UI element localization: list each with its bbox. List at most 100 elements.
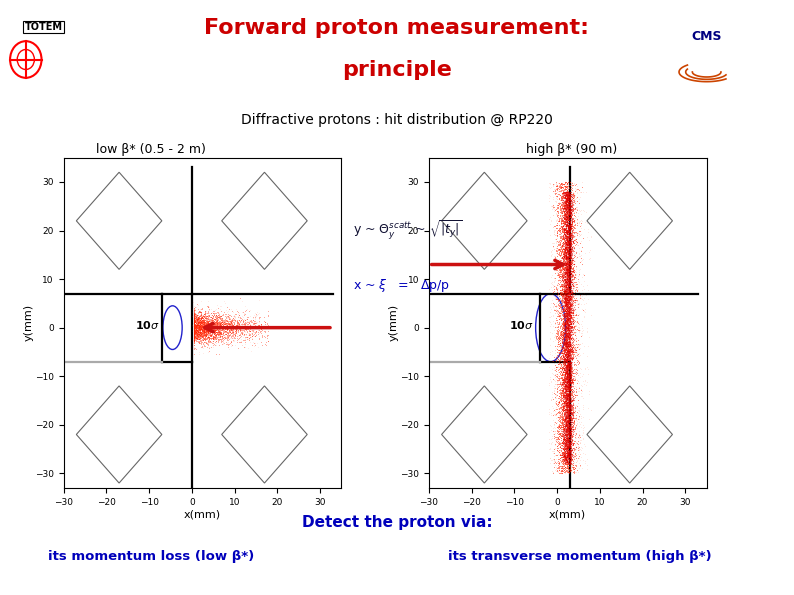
Point	[190, 321, 202, 331]
Point	[560, 345, 572, 354]
Point	[556, 346, 569, 356]
Point	[554, 399, 567, 409]
Point	[239, 327, 252, 337]
Point	[556, 358, 569, 367]
Point	[571, 342, 584, 352]
Point	[244, 306, 256, 315]
Point	[209, 333, 222, 343]
Point	[561, 187, 573, 196]
Point	[560, 454, 572, 464]
Point	[555, 279, 568, 289]
Point	[569, 423, 582, 433]
Point	[563, 422, 576, 431]
Point	[555, 258, 568, 267]
Point	[550, 434, 563, 443]
Point	[553, 405, 565, 414]
Point	[570, 237, 583, 247]
Point	[560, 283, 572, 292]
Point	[215, 319, 228, 328]
Point	[560, 338, 572, 347]
Point	[557, 264, 569, 274]
Point	[566, 267, 579, 276]
Point	[561, 417, 574, 427]
Point	[562, 330, 575, 339]
Point	[195, 324, 207, 334]
Point	[565, 270, 577, 279]
Point	[557, 403, 570, 413]
Point	[198, 309, 210, 319]
Point	[560, 252, 572, 261]
Point	[564, 468, 576, 477]
Point	[212, 323, 225, 333]
Point	[553, 271, 565, 280]
Point	[194, 330, 206, 340]
Point	[240, 314, 252, 324]
Point	[193, 325, 206, 334]
Point	[218, 332, 231, 342]
Point	[577, 393, 590, 403]
Point	[561, 265, 573, 274]
Point	[558, 405, 571, 414]
Point	[199, 329, 212, 339]
Point	[563, 394, 576, 403]
Point	[561, 259, 574, 268]
Point	[574, 247, 587, 256]
Point	[564, 205, 576, 215]
Point	[561, 333, 574, 342]
Point	[562, 350, 575, 359]
Point	[566, 371, 579, 380]
Point	[548, 238, 561, 248]
Point	[561, 221, 573, 230]
Point	[560, 221, 572, 231]
Point	[210, 320, 223, 330]
Point	[576, 338, 588, 347]
Point	[560, 372, 572, 382]
Point	[230, 321, 243, 331]
Point	[562, 280, 575, 290]
Point	[565, 437, 578, 447]
Point	[559, 458, 572, 468]
Point	[560, 315, 572, 324]
Point	[562, 435, 575, 444]
Point	[215, 320, 228, 330]
Point	[243, 326, 256, 336]
Point	[560, 244, 572, 253]
Point	[561, 303, 574, 312]
Point	[560, 333, 572, 343]
Point	[560, 208, 572, 217]
Point	[559, 280, 572, 290]
Point	[561, 244, 573, 253]
Point	[190, 321, 202, 330]
Point	[560, 454, 572, 464]
Point	[214, 320, 226, 329]
Point	[557, 267, 570, 277]
Point	[561, 308, 573, 318]
Point	[222, 327, 234, 337]
Point	[558, 227, 571, 237]
Point	[556, 207, 569, 217]
Point	[561, 240, 573, 249]
Point	[558, 227, 571, 237]
Point	[556, 208, 569, 218]
Point	[550, 384, 563, 393]
Point	[562, 362, 575, 371]
Point	[561, 348, 574, 358]
Point	[560, 437, 572, 446]
Point	[565, 211, 577, 221]
Point	[563, 239, 576, 248]
Point	[228, 323, 241, 333]
Point	[231, 343, 244, 353]
Point	[187, 324, 200, 334]
Point	[561, 324, 573, 333]
Point	[561, 255, 573, 265]
Point	[564, 193, 576, 203]
Point	[203, 324, 216, 334]
Point	[559, 296, 572, 306]
Point	[559, 203, 572, 212]
Point	[559, 380, 572, 390]
Point	[557, 301, 570, 311]
Point	[554, 363, 567, 372]
Point	[562, 362, 575, 371]
Point	[197, 315, 210, 324]
Point	[187, 336, 200, 345]
